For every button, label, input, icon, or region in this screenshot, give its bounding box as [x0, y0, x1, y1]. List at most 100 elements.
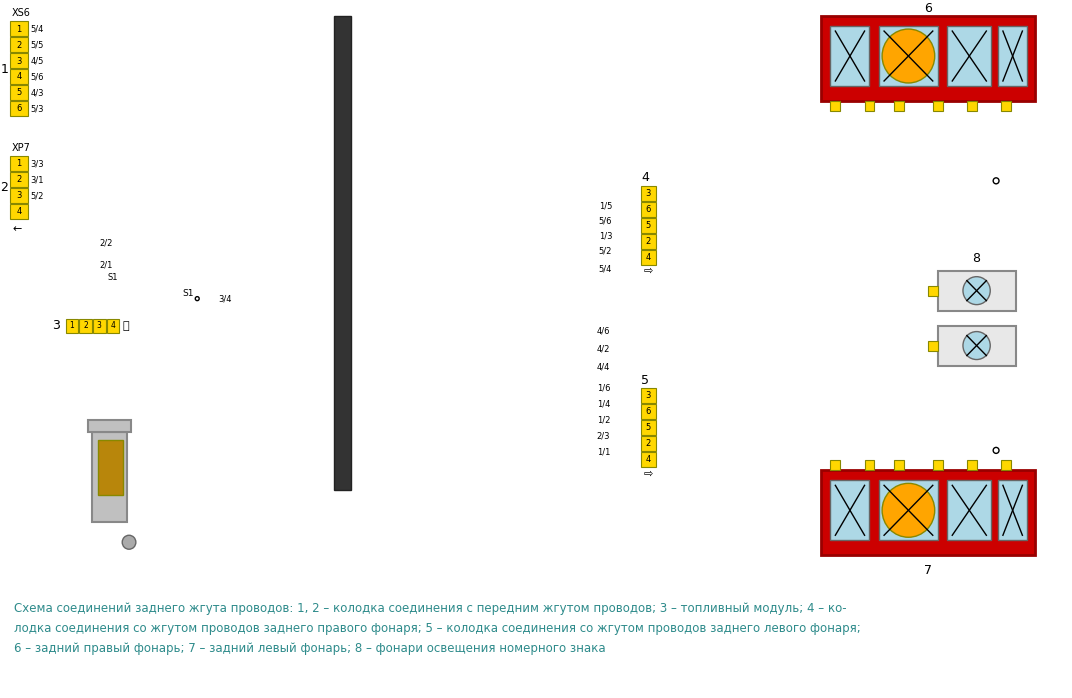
Text: 1: 1 [70, 321, 74, 330]
Text: 4: 4 [645, 253, 651, 262]
Bar [821, 16, 1036, 101]
Text: 5/4: 5/4 [598, 264, 612, 273]
Bar [640, 202, 656, 217]
Text: 4/4: 4/4 [597, 362, 610, 371]
Bar [640, 389, 656, 403]
Bar [831, 461, 840, 470]
Bar [79, 318, 92, 332]
Text: 2/2: 2/2 [100, 238, 114, 247]
Text: 2: 2 [0, 181, 9, 194]
Text: 4: 4 [16, 73, 21, 82]
Bar [640, 250, 656, 265]
Text: лодка соединения со жгутом проводов заднего правого фонаря; 5 – колодка соединен: лодка соединения со жгутом проводов задн… [14, 622, 861, 635]
Text: 1/4: 1/4 [597, 400, 610, 409]
Circle shape [963, 332, 991, 359]
Text: 4: 4 [16, 207, 21, 216]
Bar [640, 186, 656, 201]
Bar [640, 420, 656, 436]
Text: 3: 3 [96, 321, 102, 330]
Text: 4: 4 [110, 321, 116, 330]
Bar [640, 218, 656, 232]
Text: 3/4: 3/4 [219, 294, 233, 303]
Text: 5: 5 [645, 424, 651, 433]
Bar [938, 271, 1015, 311]
Bar [894, 101, 904, 111]
Bar [967, 101, 977, 111]
Bar [10, 156, 28, 171]
Bar [640, 404, 656, 419]
Text: ↆ: ↆ [122, 320, 129, 331]
Bar [10, 69, 28, 84]
Text: 5/3: 5/3 [31, 105, 44, 114]
Text: 2: 2 [84, 321, 88, 330]
Text: ⇨: ⇨ [643, 468, 653, 478]
Text: ⇨: ⇨ [643, 266, 653, 276]
Text: 5/5: 5/5 [31, 40, 44, 50]
Text: 4/3: 4/3 [31, 89, 44, 98]
Text: 4: 4 [641, 171, 650, 184]
Bar [640, 436, 656, 452]
Text: 4/5: 4/5 [31, 57, 44, 66]
Text: 5/4: 5/4 [31, 24, 44, 34]
Text: XS6: XS6 [12, 8, 31, 18]
Text: 2: 2 [16, 40, 21, 50]
Text: 1: 1 [16, 159, 21, 168]
Text: 5/6: 5/6 [598, 216, 612, 225]
Bar [65, 318, 78, 332]
Bar [879, 480, 938, 540]
Text: 6: 6 [924, 1, 932, 15]
Circle shape [993, 178, 999, 184]
Text: Схема соединений заднего жгута проводов: 1, 2 – колодка соединения с передним жг: Схема соединений заднего жгута проводов:… [14, 602, 847, 615]
Text: 3: 3 [645, 188, 651, 198]
Text: 1/3: 1/3 [598, 231, 612, 240]
Text: 5/2: 5/2 [598, 246, 612, 255]
Bar [98, 440, 123, 496]
Bar [933, 101, 942, 111]
Circle shape [963, 276, 991, 304]
Text: S1: S1 [107, 273, 118, 282]
Bar [640, 234, 656, 248]
Text: 4/6: 4/6 [597, 326, 610, 335]
Bar [1001, 461, 1011, 470]
Bar [831, 26, 869, 86]
Bar [928, 341, 938, 350]
Bar [92, 433, 128, 522]
Bar [10, 21, 28, 36]
Text: 1: 1 [0, 63, 9, 75]
Text: 5/2: 5/2 [31, 191, 44, 200]
Text: 5: 5 [645, 221, 651, 230]
Bar [928, 285, 938, 296]
Circle shape [882, 29, 935, 83]
Text: 6: 6 [16, 105, 21, 114]
Text: 3: 3 [16, 191, 21, 200]
Bar [831, 480, 869, 540]
Bar [93, 318, 106, 332]
Text: 5/6: 5/6 [31, 73, 44, 82]
Bar [865, 461, 875, 470]
Text: 5: 5 [16, 89, 21, 98]
Bar [10, 101, 28, 116]
Bar [10, 53, 28, 68]
Text: 6: 6 [645, 205, 651, 214]
Bar [879, 26, 938, 86]
Text: S1: S1 [182, 289, 194, 298]
Text: 4/2: 4/2 [597, 344, 610, 353]
Text: 3: 3 [645, 392, 651, 401]
Bar [640, 452, 656, 468]
Text: 3: 3 [53, 319, 60, 332]
Bar [88, 420, 131, 433]
Text: 8: 8 [972, 252, 981, 265]
Text: 1/5: 1/5 [598, 201, 612, 210]
Text: 1/2: 1/2 [597, 416, 610, 425]
Bar [821, 470, 1036, 555]
Bar [967, 461, 977, 470]
Bar [10, 172, 28, 187]
Bar [998, 26, 1027, 86]
Text: 4: 4 [645, 455, 651, 464]
Text: ←: ← [12, 224, 21, 234]
Text: 3/3: 3/3 [31, 159, 44, 168]
Bar [333, 16, 352, 490]
Bar [10, 37, 28, 52]
Bar [106, 318, 119, 332]
Text: 2: 2 [645, 237, 651, 246]
